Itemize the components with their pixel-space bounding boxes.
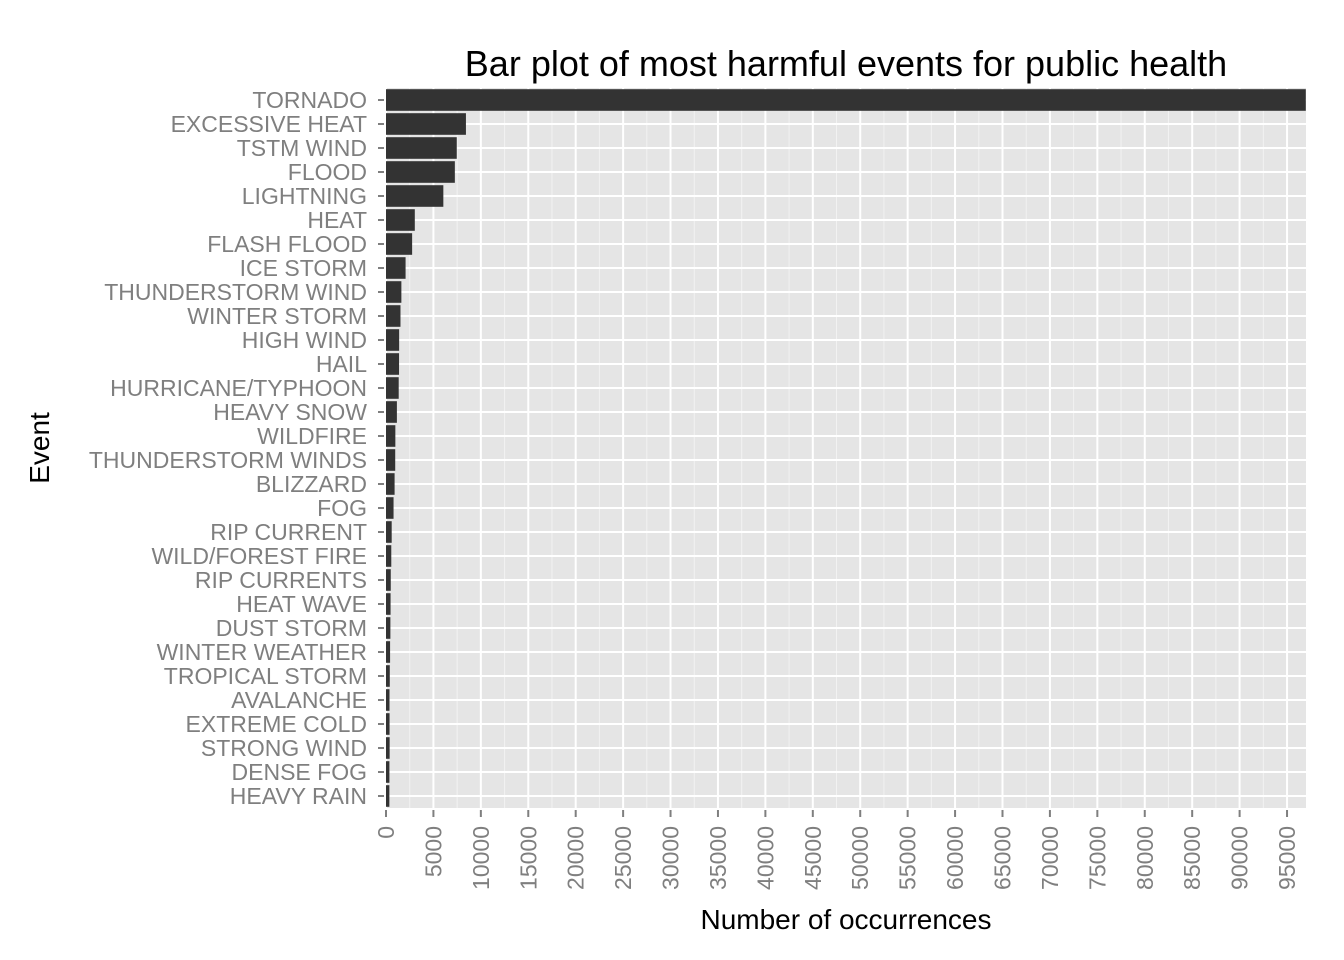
x-tick-label: 25000	[610, 826, 636, 890]
y-tick-label: AVALANCHE	[231, 687, 367, 713]
x-tick-label: 90000	[1227, 826, 1253, 890]
y-tick-label: HEAVY SNOW	[213, 399, 367, 425]
x-tick-label: 60000	[942, 826, 968, 890]
x-tick-label: 0	[373, 826, 399, 839]
x-tick-label: 20000	[563, 826, 589, 890]
x-tick-label: 80000	[1132, 826, 1158, 890]
y-tick-label: WINTER STORM	[187, 303, 367, 329]
bar	[386, 569, 391, 591]
bar	[386, 761, 390, 783]
bar	[386, 401, 397, 423]
y-tick-label: HURRICANE/TYPHOON	[110, 375, 367, 401]
x-tick-label: 15000	[515, 826, 541, 890]
bar	[386, 281, 402, 303]
y-tick-label: RIP CURRENTS	[195, 567, 367, 593]
y-tick-label: STRONG WIND	[201, 735, 367, 761]
bar	[386, 89, 1306, 111]
x-tick-label: 95000	[1274, 826, 1300, 890]
bar	[386, 233, 413, 255]
y-tick-label: FLOOD	[288, 159, 367, 185]
bar	[386, 425, 396, 447]
y-tick-label: BLIZZARD	[256, 471, 367, 497]
x-tick-label: 85000	[1179, 826, 1205, 890]
y-tick-label: DUST STORM	[216, 615, 367, 641]
y-tick-label: FOG	[317, 495, 367, 521]
bar	[386, 185, 444, 207]
y-tick-label: DENSE FOG	[232, 759, 367, 785]
bar	[386, 137, 457, 159]
x-tick-label: 40000	[752, 826, 778, 890]
y-tick-label: EXTREME COLD	[186, 711, 367, 737]
x-tick-label: 10000	[468, 826, 494, 890]
y-tick-label: HAIL	[316, 351, 367, 377]
bar	[386, 257, 406, 279]
bar	[386, 617, 391, 639]
bar	[386, 593, 391, 615]
y-tick-label: HEAVY RAIN	[230, 783, 367, 809]
bar	[386, 305, 401, 327]
y-tick-label: WILD/FOREST FIRE	[151, 543, 367, 569]
bar	[386, 353, 400, 375]
y-tick-label: TROPICAL STORM	[164, 663, 367, 689]
bar	[386, 113, 466, 135]
y-tick-label: WILDFIRE	[257, 423, 367, 449]
bar	[386, 377, 399, 399]
bar	[386, 161, 455, 183]
bar	[386, 689, 390, 711]
x-tick-label: 30000	[658, 826, 684, 890]
bar	[386, 713, 390, 735]
bar	[386, 665, 390, 687]
y-tick-label: WINTER WEATHER	[157, 639, 367, 665]
bar	[386, 473, 395, 495]
x-tick-label: 65000	[989, 826, 1015, 890]
y-tick-label: HEAT	[307, 207, 367, 233]
y-tick-label: RIP CURRENT	[210, 519, 367, 545]
x-tick-label: 45000	[800, 826, 826, 890]
plot-panel	[386, 88, 1306, 808]
x-tick-label: 35000	[705, 826, 731, 890]
bar	[386, 329, 400, 351]
x-axis-label: Number of occurrences	[700, 904, 992, 935]
y-tick-label: HEAT WAVE	[236, 591, 367, 617]
y-tick-label: EXCESSIVE HEAT	[171, 111, 367, 137]
bar	[386, 641, 391, 663]
bar	[386, 497, 394, 519]
chart-title: Bar plot of most harmful events for publ…	[464, 43, 1228, 84]
bar	[386, 737, 390, 759]
x-tick-label: 75000	[1084, 826, 1110, 890]
y-tick-label: ICE STORM	[240, 255, 367, 281]
y-tick-label: LIGHTNING	[242, 183, 367, 209]
bar	[386, 545, 392, 567]
x-tick-label: 70000	[1037, 826, 1063, 890]
x-tick-label: 50000	[847, 826, 873, 890]
x-tick-label: 5000	[420, 826, 446, 877]
y-tick-label: FLASH FLOOD	[207, 231, 367, 257]
bar	[386, 209, 415, 231]
bar	[386, 785, 390, 807]
y-tick-label: THUNDERSTORM WIND	[104, 279, 367, 305]
y-tick-label: TSTM WIND	[237, 135, 367, 161]
bar	[386, 449, 396, 471]
bar	[386, 521, 392, 543]
x-tick-label: 55000	[895, 826, 921, 890]
y-tick-label: THUNDERSTORM WINDS	[89, 447, 367, 473]
y-tick-label: TORNADO	[252, 87, 367, 113]
y-tick-label: HIGH WIND	[242, 327, 367, 353]
